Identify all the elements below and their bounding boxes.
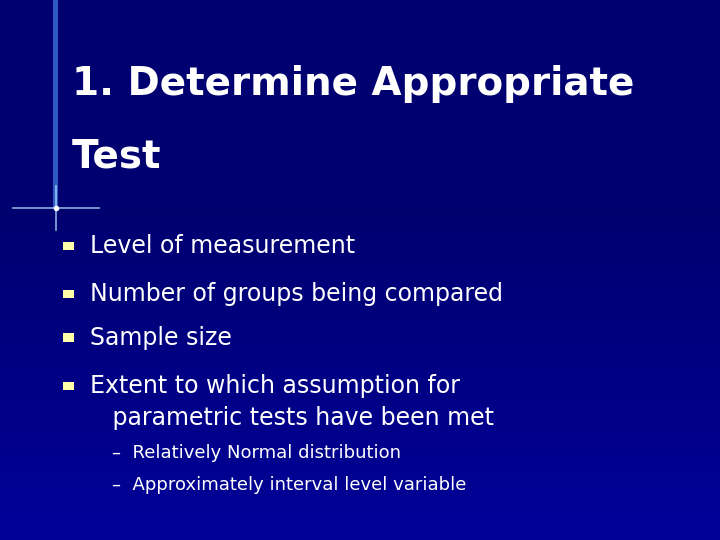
Bar — [0, 115, 720, 122]
Bar — [0, 128, 720, 135]
Text: –  Approximately interval level variable: – Approximately interval level variable — [112, 476, 466, 494]
Text: Sample size: Sample size — [90, 326, 232, 349]
Bar — [0, 135, 720, 141]
Bar — [0, 33, 720, 40]
Bar — [0, 372, 720, 378]
Bar — [0, 0, 720, 6]
Bar — [0, 392, 720, 399]
Text: Extent to which assumption for: Extent to which assumption for — [90, 374, 460, 398]
Bar — [0, 338, 720, 345]
Bar — [0, 411, 720, 418]
Bar — [0, 0, 720, 208]
Bar — [0, 94, 720, 102]
Bar — [0, 399, 720, 405]
Bar — [63, 291, 74, 298]
Bar — [0, 27, 720, 33]
Bar — [0, 291, 720, 297]
Bar — [0, 249, 720, 256]
Bar — [0, 216, 720, 222]
Bar — [0, 87, 720, 94]
Bar — [0, 263, 720, 270]
Bar — [0, 276, 720, 284]
Bar — [0, 446, 720, 453]
Bar — [0, 519, 720, 526]
Bar — [0, 452, 720, 459]
Bar — [0, 534, 720, 540]
Bar — [0, 507, 720, 513]
Bar — [0, 54, 720, 60]
Bar — [0, 156, 720, 162]
Bar — [0, 6, 720, 14]
Bar — [0, 405, 720, 411]
Bar — [0, 426, 720, 432]
Bar — [0, 102, 720, 108]
Bar — [0, 284, 720, 291]
Bar — [0, 378, 720, 384]
Bar — [0, 108, 720, 115]
Bar — [0, 176, 720, 183]
Bar — [0, 303, 720, 310]
Bar — [63, 241, 74, 249]
Bar — [0, 432, 720, 438]
Bar — [0, 317, 720, 324]
Bar — [0, 472, 720, 480]
Bar — [0, 47, 720, 54]
Bar — [0, 351, 720, 357]
Bar — [0, 122, 720, 128]
Bar — [0, 438, 720, 445]
Bar — [0, 358, 720, 365]
Bar — [0, 310, 720, 317]
Bar — [0, 148, 720, 156]
Bar — [0, 183, 720, 189]
Bar — [0, 209, 720, 216]
Bar — [0, 486, 720, 492]
Bar — [0, 526, 720, 534]
Text: parametric tests have been met: parametric tests have been met — [90, 407, 494, 430]
Bar — [0, 513, 720, 519]
Bar — [0, 330, 720, 338]
Bar — [53, 0, 58, 208]
Bar — [0, 230, 720, 237]
Bar — [0, 500, 720, 507]
Bar — [0, 384, 720, 391]
Bar — [0, 189, 720, 195]
Bar — [0, 324, 720, 330]
Bar — [0, 243, 720, 249]
Bar — [0, 74, 720, 81]
Bar — [0, 465, 720, 472]
Text: 1. Determine Appropriate: 1. Determine Appropriate — [72, 65, 634, 103]
Bar — [0, 256, 720, 263]
Bar — [0, 493, 720, 500]
Bar — [0, 297, 720, 303]
Bar — [0, 202, 720, 209]
Text: –  Relatively Normal distribution: – Relatively Normal distribution — [112, 443, 400, 462]
Bar — [0, 68, 720, 74]
Bar — [0, 195, 720, 202]
Text: Number of groups being compared: Number of groups being compared — [90, 282, 503, 306]
Bar — [0, 141, 720, 149]
Bar — [0, 168, 720, 176]
Bar — [0, 364, 720, 372]
Bar — [0, 40, 720, 47]
Bar — [63, 382, 74, 390]
Bar — [0, 237, 720, 243]
Bar — [0, 162, 720, 168]
Bar — [0, 14, 720, 20]
Bar — [0, 270, 720, 276]
Bar — [0, 418, 720, 426]
Bar — [0, 81, 720, 87]
Bar — [0, 345, 720, 351]
Bar — [0, 20, 720, 27]
Bar — [0, 60, 720, 68]
Text: Level of measurement: Level of measurement — [90, 234, 355, 258]
Text: Test: Test — [72, 138, 161, 176]
Bar — [0, 459, 720, 465]
Bar — [63, 333, 74, 342]
Bar — [0, 222, 720, 230]
Bar — [0, 480, 720, 486]
